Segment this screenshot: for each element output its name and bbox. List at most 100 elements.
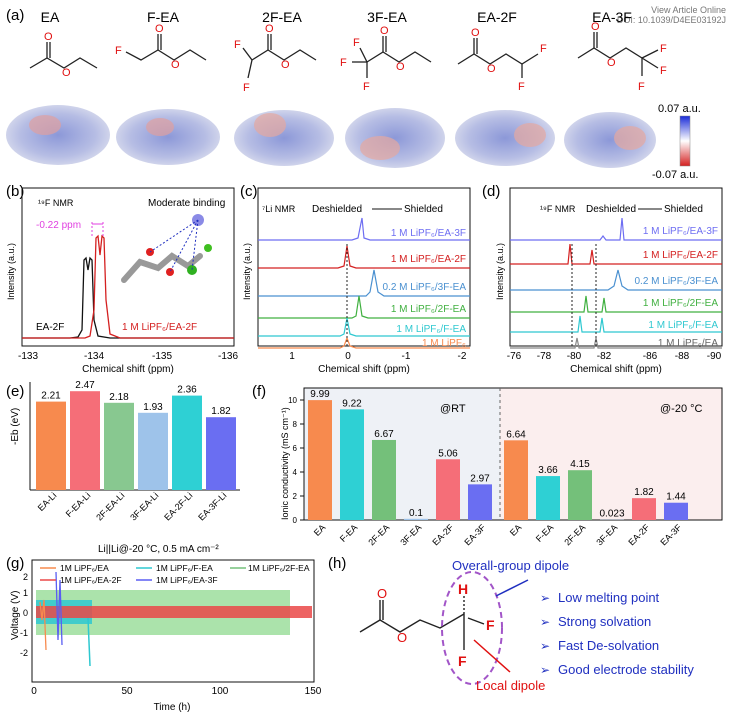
bar bbox=[632, 498, 656, 520]
esp-negative-region bbox=[360, 136, 400, 160]
bar-value-label: 9.99 bbox=[310, 389, 330, 400]
bar-value-label: 0.1 bbox=[409, 508, 423, 519]
fluorine-label: F bbox=[115, 45, 122, 57]
bar-value-label: 9.22 bbox=[342, 398, 362, 409]
bar bbox=[340, 409, 364, 520]
x-axis-label: Chemical shift (ppm) bbox=[318, 364, 410, 375]
y-tick-label: 10 bbox=[288, 396, 297, 405]
esp-surface-f-ea bbox=[116, 109, 220, 165]
bar-value-label: 2.36 bbox=[177, 385, 197, 396]
nmr-trace bbox=[510, 217, 722, 241]
oxygen-label: O bbox=[265, 23, 274, 35]
bar bbox=[36, 401, 66, 490]
esp-surface-ea bbox=[6, 105, 110, 165]
x-tick: 0 bbox=[345, 351, 351, 362]
bullet-arrow-icon: ➢ bbox=[540, 663, 550, 677]
trace-label: 1 M LiPF₆/2F-EA bbox=[643, 298, 718, 309]
nmr-trace bbox=[510, 295, 722, 313]
oxygen-label: O bbox=[607, 57, 616, 69]
trace-ea-3f bbox=[55, 571, 63, 646]
deshielded-label: Deshielded bbox=[586, 204, 636, 215]
category-label: EA-3F bbox=[462, 522, 487, 547]
structure-3f-ea bbox=[352, 36, 432, 78]
oxygen-label: O bbox=[155, 23, 164, 35]
y-tick-label: 0 bbox=[293, 516, 298, 525]
structure-ea-2f bbox=[457, 38, 539, 78]
fluorine-label: F bbox=[660, 43, 667, 55]
molecule-name: 2F-EA bbox=[262, 9, 302, 25]
nmr-trace bbox=[510, 243, 722, 265]
fluorine-label: F bbox=[458, 653, 467, 669]
category-label: 2F-EA bbox=[562, 522, 587, 547]
bar bbox=[308, 400, 332, 520]
category-label: EA-Li bbox=[36, 490, 59, 513]
esp-negative-region bbox=[146, 118, 174, 136]
oxygen-label: O bbox=[380, 25, 389, 37]
fluorine-label: F bbox=[540, 43, 547, 55]
legend-entry: 1M LiPF₆/EA-2F bbox=[60, 575, 122, 585]
group-dipole-label: Overall-group dipole bbox=[452, 558, 569, 573]
legend-entry: 1M LiPF₆/2F-EA bbox=[248, 563, 310, 573]
esp-surface-ea-3f bbox=[564, 112, 656, 168]
x-axis-label: Chemical shift (ppm) bbox=[570, 364, 662, 375]
bar bbox=[206, 417, 236, 490]
bar-value-label: 6.67 bbox=[374, 429, 394, 440]
bar bbox=[404, 518, 428, 520]
panel-h-label: (h) bbox=[328, 555, 346, 572]
view-article-link[interactable]: View Article Online bbox=[651, 5, 726, 15]
trace-label-black: EA-2F bbox=[36, 322, 64, 333]
bar-value-label: 0.023 bbox=[599, 509, 624, 520]
property-item: Low melting point bbox=[558, 590, 660, 605]
trace-label-red: 1 M LiPF₆/EA-2F bbox=[122, 322, 197, 333]
panel-a-label: (a) bbox=[6, 7, 24, 24]
y-axis-label: Voltage (V) bbox=[10, 591, 21, 640]
x-axis-label: Chemical shift (ppm) bbox=[82, 364, 174, 375]
panel-f-label: (f) bbox=[252, 383, 266, 400]
category-label: EA-2F-Li bbox=[162, 490, 194, 522]
trace-label: 1 M LiPF₆/2F-EA bbox=[391, 304, 466, 315]
bar-value-label: 2.21 bbox=[41, 391, 61, 402]
y-axis-label: -Eb (eV) bbox=[10, 408, 21, 445]
cold-label: @-20 °C bbox=[660, 403, 703, 415]
legend-entry: 1M LiPF₆/EA-3F bbox=[156, 575, 218, 585]
bar-value-label: 1.44 bbox=[666, 492, 686, 503]
fluorine-label: F bbox=[486, 617, 495, 633]
structure-ea bbox=[29, 42, 98, 69]
panel-d-label: (d) bbox=[482, 183, 500, 200]
esp-surface-2f-ea bbox=[234, 110, 334, 166]
x-tick: 150 bbox=[305, 686, 322, 697]
shielded-label: Shielded bbox=[404, 204, 443, 215]
fluorine-label: F bbox=[243, 82, 250, 94]
trace-label: 1 M LiPF₆/F-EA bbox=[648, 320, 718, 331]
oxygen-label: O bbox=[591, 21, 600, 33]
bullet-arrow-icon: ➢ bbox=[540, 591, 550, 605]
molecule-name: EA bbox=[41, 9, 60, 25]
c-f-bond bbox=[467, 617, 485, 625]
oxygen-label: O bbox=[281, 59, 290, 71]
x-tick: -88 bbox=[675, 351, 690, 362]
deshielded-label: Deshielded bbox=[312, 204, 362, 215]
plot-frame bbox=[31, 559, 315, 683]
x-tick: 1 bbox=[289, 351, 295, 362]
esp-colorbar bbox=[679, 115, 691, 167]
binding-energy-bars: 2.21 EA-Li 2.47 F-EA-Li 2.18 2F-EA-Li 1.93 3F-E… bbox=[36, 380, 236, 523]
esp-negative-region bbox=[614, 126, 646, 150]
nmr-type: ¹⁹F NMR bbox=[540, 204, 576, 214]
category-label: EA-2F bbox=[430, 522, 455, 547]
molecule-name: F-EA bbox=[147, 9, 180, 25]
shift-value: -0.22 ppm bbox=[36, 220, 81, 231]
cycling-condition: Li||Li@-20 °C, 0.5 mA cm⁻² bbox=[98, 544, 219, 555]
oxygen-label: O bbox=[397, 630, 407, 645]
oxygen-label: O bbox=[62, 67, 71, 79]
nmr-trace bbox=[510, 337, 722, 349]
fluorine-label: F bbox=[340, 57, 347, 69]
y-tick-label: 4 bbox=[293, 468, 298, 477]
bar bbox=[70, 391, 100, 490]
panel-e-label: (e) bbox=[6, 383, 24, 400]
category-label: F-EA bbox=[534, 522, 556, 544]
bar-value-label: 1.82 bbox=[634, 487, 654, 498]
x-tick: 50 bbox=[121, 686, 133, 697]
property-item: Good electrode stability bbox=[558, 662, 694, 677]
fluorine-label: F bbox=[518, 81, 525, 93]
structure-2f-ea bbox=[242, 34, 317, 79]
